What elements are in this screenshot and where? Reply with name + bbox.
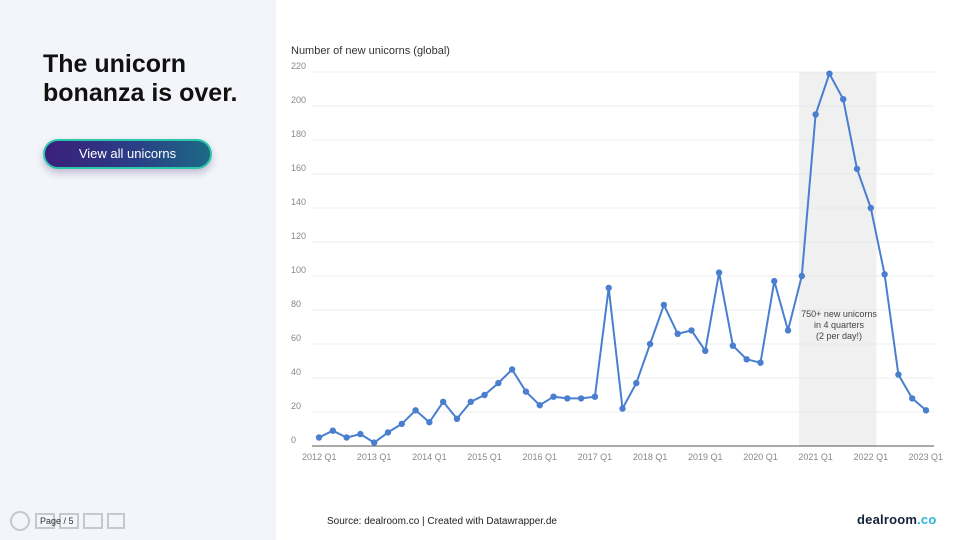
y-tick-label: 180: [291, 129, 306, 139]
x-tick-label: 2019 Q1: [688, 452, 723, 462]
data-point: [536, 402, 543, 409]
data-point: [702, 347, 709, 354]
data-point: [619, 405, 626, 412]
data-point: [412, 407, 419, 414]
y-tick-label: 100: [291, 265, 306, 275]
data-point: [715, 269, 723, 276]
data-point: [550, 393, 557, 400]
y-tick-label: 80: [291, 299, 301, 309]
data-point: [508, 366, 516, 373]
headline: The unicorn bonanza is over.: [43, 50, 263, 108]
data-point: [826, 70, 833, 77]
highlight-band: [799, 72, 877, 446]
y-tick-label: 40: [291, 367, 301, 377]
source-note: Source: dealroom.co | Created with Dataw…: [327, 516, 557, 527]
headline-line-2: bonanza is over.: [43, 79, 238, 107]
data-point: [646, 340, 654, 348]
data-point: [909, 395, 916, 402]
y-tick-label: 200: [291, 95, 306, 105]
brand-suffix: .co: [917, 512, 937, 527]
view-all-unicorns-button[interactable]: View all unicorns: [43, 139, 212, 169]
y-tick-label: 220: [291, 61, 306, 71]
x-tick-label: 2020 Q1: [743, 452, 778, 462]
data-point: [757, 359, 764, 366]
data-point: [840, 96, 847, 103]
data-point: [481, 391, 488, 399]
headline-line-1: The unicorn: [43, 50, 187, 78]
dealroom-logo: dealroom.co: [857, 512, 937, 527]
watermark-logo-icon: [10, 511, 125, 531]
data-point: [495, 379, 502, 387]
left-panel: The unicorn bonanza is over. View all un…: [0, 0, 276, 540]
annotation-line: in 4 quarters: [814, 320, 865, 330]
data-point: [867, 204, 875, 212]
y-tick-label: 0: [291, 435, 296, 445]
x-tick-label: 2018 Q1: [633, 452, 668, 462]
data-point: [771, 277, 778, 285]
y-tick-label: 140: [291, 197, 306, 207]
data-point: [633, 379, 640, 387]
data-point: [426, 419, 433, 426]
data-point: [384, 429, 392, 436]
y-tick-label: 120: [291, 231, 306, 241]
data-point: [798, 272, 806, 280]
data-point: [522, 388, 530, 395]
x-tick-label: 2015 Q1: [467, 452, 502, 462]
x-tick-label: 2013 Q1: [357, 452, 392, 462]
y-tick-label: 60: [291, 333, 301, 343]
data-point: [453, 415, 461, 422]
data-point: [329, 427, 336, 434]
data-point: [895, 371, 902, 378]
data-point: [922, 407, 930, 414]
data-point: [315, 434, 323, 441]
data-point: [577, 395, 585, 402]
data-point: [660, 301, 668, 309]
annotation-line: 750+ new unicorns: [801, 309, 877, 319]
page-number: Page / 5: [40, 516, 74, 526]
data-point: [605, 284, 612, 292]
data-point: [688, 327, 695, 334]
data-point: [343, 434, 350, 441]
x-tick-label: 2016 Q1: [522, 452, 557, 462]
data-point: [853, 165, 861, 173]
data-point: [357, 430, 364, 438]
data-point: [439, 398, 447, 405]
data-point: [467, 398, 474, 405]
data-point: [591, 393, 599, 400]
data-point: [729, 342, 737, 349]
data-point: [564, 395, 571, 402]
data-point: [881, 271, 888, 278]
data-point: [784, 327, 792, 334]
x-tick-label: 2022 Q1: [854, 452, 889, 462]
data-point: [812, 111, 819, 118]
y-tick-label: 160: [291, 163, 306, 173]
chart-title: Number of new unicorns (global): [291, 45, 450, 57]
x-tick-label: 2012 Q1: [302, 452, 337, 462]
data-point: [674, 330, 681, 337]
data-point: [398, 420, 405, 428]
x-tick-label: 2014 Q1: [412, 452, 447, 462]
annotation-line: (2 per day!): [816, 331, 862, 341]
y-tick-label: 20: [291, 401, 301, 411]
x-tick-label: 2021 Q1: [798, 452, 833, 462]
brand-name: dealroom: [857, 512, 918, 527]
data-point: [370, 439, 378, 446]
x-tick-label: 2017 Q1: [578, 452, 613, 462]
data-point: [743, 356, 750, 363]
x-tick-label: 2023 Q1: [908, 452, 943, 462]
